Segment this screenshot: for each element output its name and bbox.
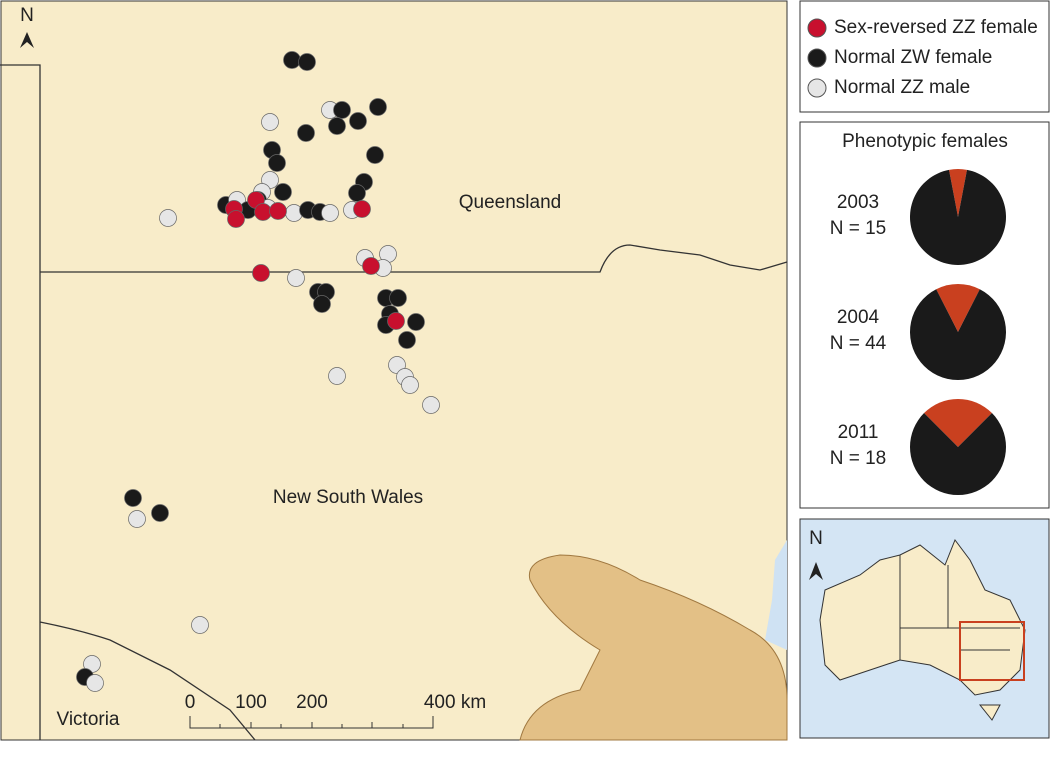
pie-slice <box>949 169 967 217</box>
scale-label: 200 <box>296 692 328 713</box>
pie-n: N = 18 <box>830 448 887 469</box>
sample-dot <box>387 312 405 330</box>
legend-label: Sex-reversed ZZ female <box>834 17 1038 38</box>
scale-label: 400 km <box>424 692 486 713</box>
tasmania <box>978 704 1001 721</box>
region-label: Queensland <box>459 192 561 213</box>
pie-slice <box>936 284 980 332</box>
north-label: N <box>20 5 34 26</box>
scale-bar <box>189 716 434 729</box>
main-map: N Queensland New South Wales Victoria 0 … <box>0 0 788 741</box>
state-borders <box>0 64 788 741</box>
sample-dot <box>287 269 305 287</box>
sample-dot <box>407 313 425 331</box>
scale-label: 0 <box>185 692 196 713</box>
sample-dot <box>151 504 169 522</box>
pie-slice <box>910 289 1006 381</box>
sample-dot <box>261 113 279 131</box>
sample-dot <box>353 200 371 218</box>
sample-dot <box>313 295 331 313</box>
inset-highlight <box>959 621 1025 681</box>
sample-dot <box>298 53 316 71</box>
sample-dot <box>333 101 351 119</box>
sample-dot <box>124 489 142 507</box>
sample-dot <box>128 510 146 528</box>
sample-dot <box>328 367 346 385</box>
lizard <box>519 554 788 741</box>
pie-year: 2003 <box>837 192 879 213</box>
pie-n: N = 15 <box>830 218 887 239</box>
pie-title: Phenotypic females <box>842 131 1008 152</box>
pie-slice <box>910 169 1007 265</box>
sample-dot <box>283 51 301 69</box>
inset-map: N <box>799 518 1050 739</box>
north-label: N <box>809 528 823 549</box>
sample-dot <box>269 202 287 220</box>
australia <box>819 538 1026 696</box>
legend-marker <box>807 78 827 98</box>
legend-marker <box>807 18 827 38</box>
sample-dot <box>398 331 416 349</box>
legend-label: Normal ZZ male <box>834 77 970 98</box>
pie-year: 2004 <box>837 307 880 328</box>
sample-dot <box>297 124 315 142</box>
sample-dot <box>422 396 440 414</box>
pie-slice <box>910 413 1007 496</box>
sample-dot <box>362 257 380 275</box>
sample-dot <box>254 203 272 221</box>
legend-box <box>799 0 1050 113</box>
legend-label: Normal ZW female <box>834 47 992 68</box>
sample-dot <box>349 112 367 130</box>
legend-marker <box>807 48 827 68</box>
pie-slice <box>924 399 992 447</box>
sample-dot <box>389 289 407 307</box>
sample-dot <box>328 117 346 135</box>
sample-dot <box>191 616 209 634</box>
sample-dot <box>321 204 339 222</box>
sample-dot <box>348 184 366 202</box>
sea <box>765 540 787 650</box>
sample-dot <box>369 98 387 116</box>
sample-dot <box>159 209 177 227</box>
scale-label: 100 <box>235 692 267 713</box>
north-arrow <box>809 562 823 580</box>
sample-dot <box>227 210 245 228</box>
north-arrow <box>20 32 34 48</box>
sample-dot <box>268 154 286 172</box>
pie-n: N = 44 <box>830 333 887 354</box>
sample-dot <box>401 376 419 394</box>
pie-year: 2011 <box>838 422 879 443</box>
region-label: Victoria <box>56 709 119 730</box>
sample-dot <box>274 183 292 201</box>
sample-dot <box>252 264 270 282</box>
region-label: New South Wales <box>273 487 423 508</box>
sample-dot <box>366 146 384 164</box>
sample-dot <box>86 674 104 692</box>
